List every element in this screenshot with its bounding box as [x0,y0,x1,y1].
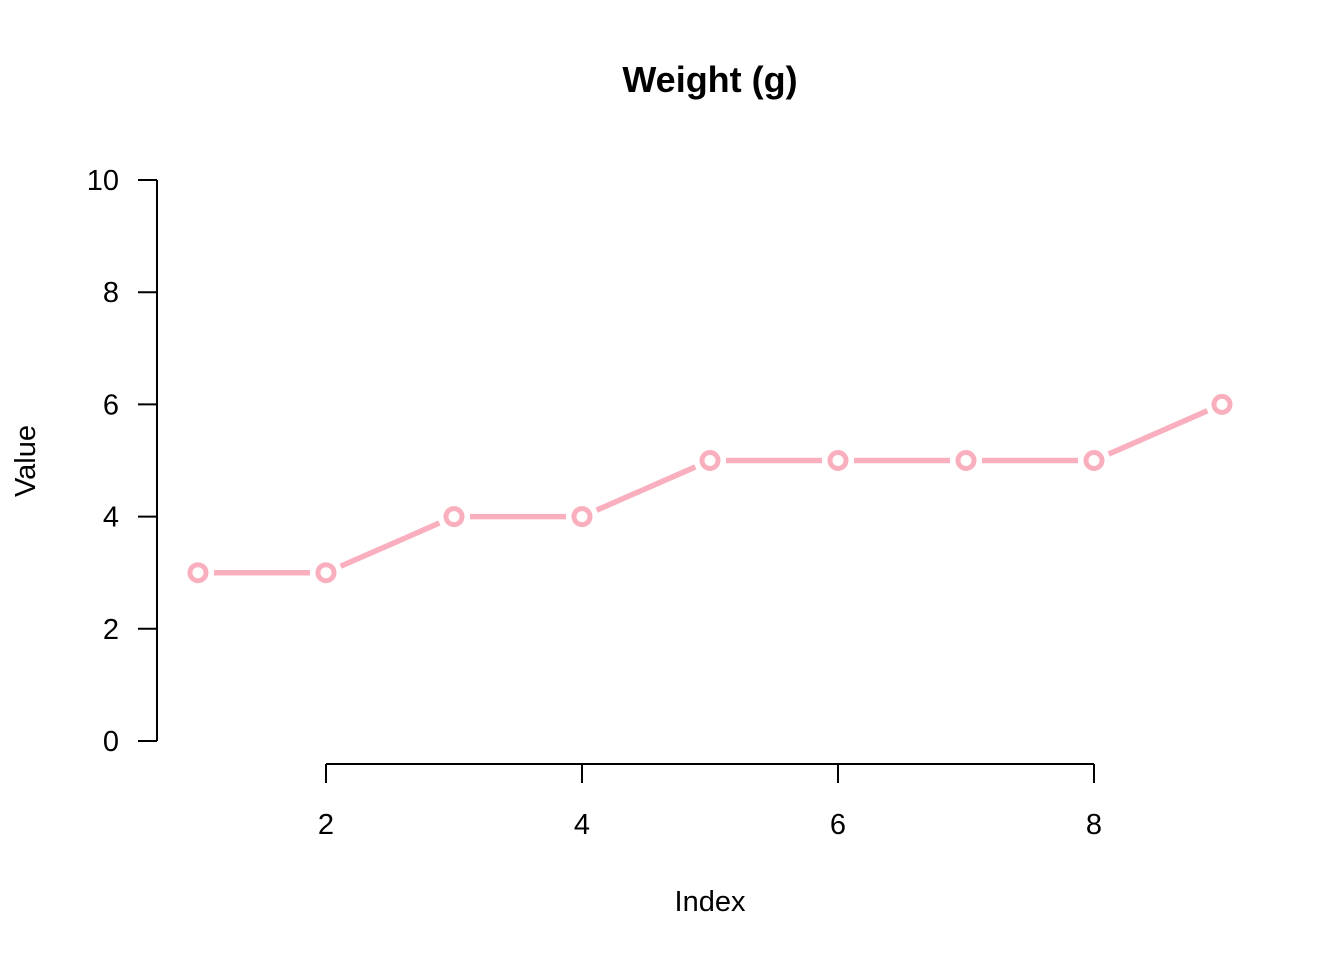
y-tick-label: 2 [103,614,119,646]
chart-title: Weight (g) [622,59,797,100]
data-point [699,450,721,471]
data-point [1211,393,1233,415]
x-tick-label: 4 [574,809,590,841]
y-tick-label: 0 [103,726,119,758]
x-tick-label: 2 [318,809,334,841]
x-tick-label: 8 [1086,809,1102,841]
series-line-segment [1107,408,1209,457]
data-point [443,506,465,528]
data-point [955,450,977,471]
series-line-segment [595,464,697,513]
data-point [1083,450,1105,471]
y-axis: 0 2 4 6 8 10 [87,165,158,758]
x-tick-label: 6 [830,809,846,841]
y-tick-label: 6 [103,389,119,421]
y-tick-label: 4 [103,502,119,534]
series-group [187,393,1233,584]
series-line-segment [339,520,441,569]
data-point [187,562,209,584]
x-axis-label: Index [675,886,746,918]
y-axis-label: Value [10,425,42,497]
y-tick-label: 8 [103,277,119,309]
data-point [315,562,337,584]
data-point [827,450,849,471]
y-tick-label: 10 [87,165,119,197]
x-axis: 2 4 6 8 [318,763,1102,841]
data-point [571,506,593,528]
